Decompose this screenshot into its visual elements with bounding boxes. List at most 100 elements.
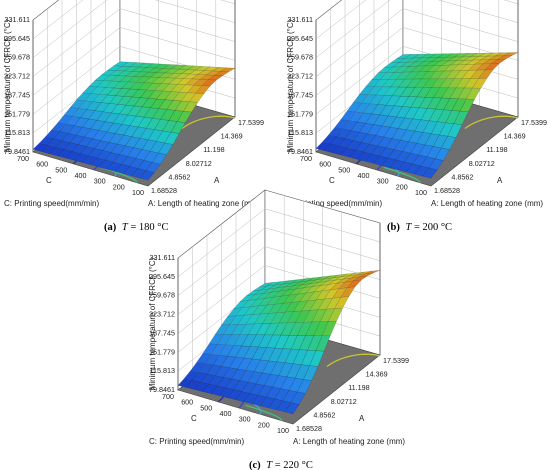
y-tick-label: 1.68528: [151, 186, 177, 195]
z-tick-label: 223.712: [287, 72, 313, 81]
z-tick-label: 223.712: [149, 310, 175, 319]
z-tick-labels: 331.611 295.645 259.678 223.712 187.745 151.7…: [4, 15, 30, 156]
z-tick-label: 331.611: [150, 253, 175, 262]
x-tick-label: 100: [132, 188, 144, 197]
floor-contour-line: [100, 166, 138, 183]
response-surface: [315, 52, 519, 179]
z-tick-labels: 331.611 295.645 259.678 223.712 187.745 151.7…: [149, 253, 175, 394]
z-tick-label: 151.779: [149, 347, 175, 356]
y-tick-label: 14.369: [221, 132, 243, 141]
x-tick-label: 300: [239, 415, 251, 424]
x-tick-label: 700: [300, 154, 312, 163]
panel-caption: (b) T = 200 °C: [387, 222, 452, 233]
floor-contour-line: [326, 353, 381, 368]
x-axis-title: C: Printing speed(mm/min): [4, 199, 99, 208]
y-tick-label: 17.5399: [521, 118, 547, 127]
z-tick-label: 259.678: [149, 291, 175, 300]
x-tick-labels: 100 200 300 400 500 600 700: [17, 154, 144, 197]
z-axis-label: Minimum temperature of CFRCF (°C): [148, 257, 157, 390]
y-tick-label: 4.8562: [451, 172, 473, 181]
caption-variable: T: [266, 460, 273, 470]
z-axis-label: Minimum temperature of CFRCF (°C): [3, 19, 12, 152]
z-tick-label: 259.678: [4, 53, 30, 62]
y-tick-label: 17.5399: [383, 356, 409, 365]
z-tick-label: 79.8461: [287, 147, 313, 156]
caption-variable: T: [405, 222, 412, 233]
surface-facet: [284, 402, 300, 415]
x-axis-letter: C: [191, 414, 197, 423]
floor-contour-line: [383, 166, 421, 183]
y-axis-letter: A: [497, 176, 503, 185]
z-tick-label: 295.645: [287, 34, 313, 43]
x-tick-label: 400: [220, 409, 232, 418]
x-tick-label: 200: [396, 182, 408, 191]
response-surface: [177, 270, 381, 415]
y-tick-labels: 1.68528 4.8562 8.02712 11.198 14.369 17.5399: [434, 118, 547, 195]
z-tick-labels: 331.611 295.645 259.678 223.712 187.745 151.7…: [287, 15, 313, 156]
y-tick-label: 14.369: [366, 370, 388, 379]
panel-caption: (a) T = 180 °C: [104, 222, 168, 233]
y-tick-label: 11.198: [348, 383, 369, 392]
panel-a: 331.611 295.645 259.678 223.712 187.745 151.7…: [3, 0, 264, 233]
z-tick-label: 331.611: [288, 15, 313, 24]
z-tick-label: 115.813: [5, 128, 30, 137]
y-tick-label: 11.198: [486, 145, 507, 154]
x-tick-label: 700: [17, 154, 29, 163]
y-axis-letter: A: [214, 176, 220, 185]
z-tick-label: 79.8461: [4, 147, 30, 156]
y-tick-label: 17.5399: [238, 118, 264, 127]
y-tick-label: 1.68528: [434, 186, 460, 195]
y-axis-letter: A: [359, 414, 365, 423]
floor-contour-line: [464, 115, 519, 130]
z-tick-label: 223.712: [4, 72, 30, 81]
y-tick-label: 4.8562: [313, 410, 335, 419]
y-tick-label: 14.369: [504, 132, 526, 141]
y-tick-label: 11.198: [203, 145, 224, 154]
x-tick-label: 100: [277, 426, 289, 435]
caption-label: (b): [387, 222, 400, 233]
panel-c: 331.611 295.645 259.678 223.712 187.745 151.7…: [148, 189, 409, 470]
z-axis-label: Minimum temperature of CFRCF (°C): [286, 19, 295, 152]
x-tick-label: 500: [338, 165, 350, 174]
z-tick-label: 79.8461: [149, 385, 175, 394]
x-tick-label: 100: [415, 188, 427, 197]
x-tick-label: 500: [200, 403, 212, 412]
x-axis-title: C: Printing speed(mm/min): [149, 437, 244, 446]
floor-contour-line: [181, 115, 236, 130]
x-tick-label: 400: [358, 171, 370, 180]
y-tick-labels: 1.68528 4.8562 8.02712 11.198 14.369 17.5399: [151, 118, 264, 195]
surface-facet: [139, 170, 155, 181]
y-tick-labels: 1.68528 4.8562 8.02712 11.198 14.369 17.5399: [296, 356, 409, 433]
x-axis-letter: C: [329, 176, 335, 185]
z-tick-label: 151.779: [4, 109, 30, 118]
y-axis-title: A: Length of heating zone (mm): [148, 199, 260, 208]
caption-value: = 200 °C: [414, 222, 452, 233]
y-tick-label: 4.8562: [168, 172, 190, 181]
y-axis-title: A: Length of heating zone (mm): [293, 437, 405, 446]
surface-facet: [422, 167, 438, 179]
caption-label: (a): [104, 222, 117, 233]
z-tick-label: 295.645: [4, 34, 30, 43]
x-axis-title: C: Printing speed(mm/min): [287, 199, 382, 208]
x-tick-label: 500: [55, 165, 67, 174]
floor-contour-line: [245, 404, 283, 421]
y-tick-label: 8.02712: [331, 397, 357, 406]
x-tick-label: 200: [258, 420, 270, 429]
x-tick-label: 300: [377, 177, 389, 186]
x-tick-label: 600: [319, 160, 331, 169]
panel-caption: (c) T = 220 °C: [249, 460, 313, 470]
x-tick-labels: 100 200 300 400 500 600 700: [162, 392, 289, 435]
y-tick-label: 8.02712: [469, 159, 495, 168]
x-tick-label: 200: [113, 182, 125, 191]
caption-value: = 180 °C: [130, 222, 168, 233]
x-tick-labels: 100 200 300 400 500 600 700: [300, 154, 427, 197]
z-tick-label: 259.678: [287, 53, 313, 62]
z-tick-label: 151.779: [287, 109, 313, 118]
x-tick-label: 600: [181, 398, 193, 407]
caption-value: = 220 °C: [275, 460, 313, 470]
response-surface: [32, 61, 236, 181]
z-tick-label: 331.611: [5, 15, 30, 24]
panel-b: 331.611 295.645 259.678 223.712 187.745 151.7…: [286, 0, 547, 233]
z-tick-label: 187.745: [4, 90, 30, 99]
